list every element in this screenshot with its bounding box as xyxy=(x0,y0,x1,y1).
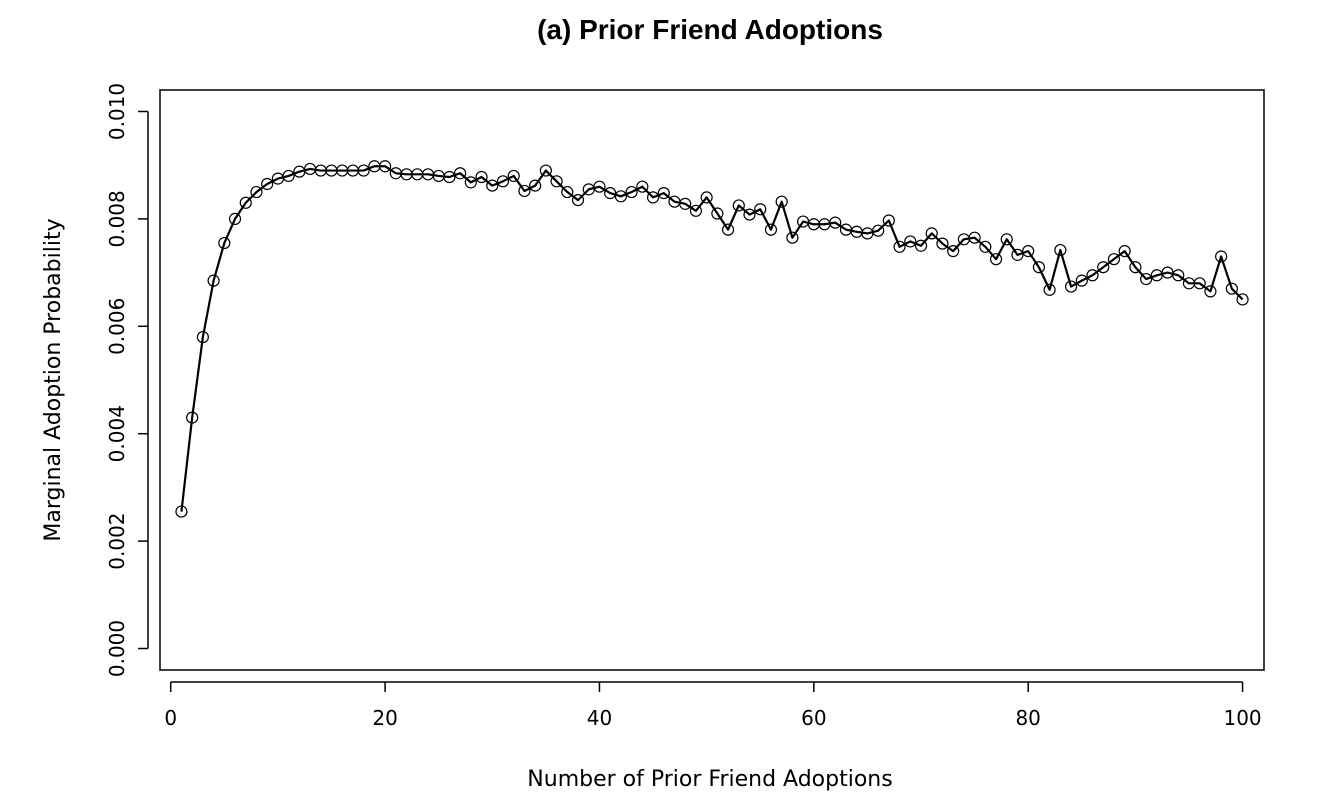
x-tick-label: 60 xyxy=(801,706,826,730)
data-point xyxy=(829,216,842,229)
data-point xyxy=(1193,277,1206,290)
data-point xyxy=(518,184,531,198)
data-point xyxy=(1064,280,1078,293)
data-point xyxy=(1086,269,1099,282)
data-point xyxy=(1236,293,1249,306)
data-point xyxy=(1139,272,1153,286)
data-point xyxy=(186,411,199,424)
data-point xyxy=(893,240,906,253)
data-point xyxy=(1032,261,1046,274)
data-point xyxy=(561,185,574,199)
data-point xyxy=(1204,285,1217,298)
data-point xyxy=(1172,269,1185,282)
data-point xyxy=(646,191,660,204)
data-point xyxy=(732,199,745,212)
data-point xyxy=(1129,261,1142,274)
data-point xyxy=(207,274,220,287)
data-point xyxy=(593,180,606,193)
data-point xyxy=(989,253,1003,266)
data-point xyxy=(239,196,252,209)
data-point xyxy=(529,179,542,192)
y-tick-label: 0.010 xyxy=(105,83,129,140)
data-point xyxy=(1000,233,1013,246)
data-point xyxy=(1043,283,1056,296)
data-point xyxy=(250,185,263,199)
data-point xyxy=(764,223,778,236)
data-point xyxy=(507,169,520,183)
data-point xyxy=(1054,243,1067,257)
data-point xyxy=(539,164,552,177)
x-axis-label: Number of Prior Friend Adoptions xyxy=(527,767,892,792)
data-point xyxy=(872,224,885,237)
y-axis-label: Marginal Adoption Probability xyxy=(41,218,66,541)
data-point xyxy=(496,175,510,188)
series-line-group xyxy=(175,160,1249,518)
data-point xyxy=(721,223,735,236)
data-point xyxy=(218,236,231,250)
data-point xyxy=(1022,245,1035,258)
y-tick-label: 0.008 xyxy=(105,190,129,247)
y-tick-label: 0.006 xyxy=(105,298,129,355)
data-point xyxy=(882,214,895,227)
data-point xyxy=(1011,248,1024,261)
data-point xyxy=(1118,245,1131,258)
data-point xyxy=(925,227,938,240)
data-point xyxy=(711,207,724,220)
data-point xyxy=(486,179,499,192)
data-point xyxy=(614,190,627,203)
data-point xyxy=(743,208,756,221)
y-tick-label: 0.004 xyxy=(105,405,129,462)
data-point xyxy=(282,169,295,183)
data-point xyxy=(196,330,209,344)
y-tick-label: 0.002 xyxy=(105,512,129,569)
y-tick-label: 0.000 xyxy=(105,620,129,677)
data-point xyxy=(679,197,692,210)
data-point xyxy=(700,191,713,204)
data-point xyxy=(689,204,703,217)
data-point xyxy=(550,175,563,188)
x-tick-label: 80 xyxy=(1015,706,1040,730)
x-tick-label: 20 xyxy=(372,706,397,730)
data-point xyxy=(775,195,788,208)
data-point xyxy=(657,187,670,200)
plot-frame xyxy=(159,89,1265,671)
data-point xyxy=(464,176,477,189)
data-point xyxy=(1075,274,1088,287)
x-tick-label: 40 xyxy=(587,706,612,730)
chart-title: (a) Prior Friend Adoptions xyxy=(537,14,883,45)
data-point xyxy=(357,164,370,177)
data-point xyxy=(754,203,767,216)
data-point xyxy=(904,235,917,248)
data-point xyxy=(1097,261,1110,274)
data-point xyxy=(1225,282,1238,295)
data-point xyxy=(604,187,617,200)
x-tick-label: 0 xyxy=(164,706,177,730)
data-point xyxy=(454,167,467,180)
series-line xyxy=(180,165,1244,512)
data-point xyxy=(947,245,960,258)
data-point xyxy=(914,239,928,252)
data-point xyxy=(571,193,585,207)
data-point xyxy=(1107,253,1121,266)
data-point xyxy=(228,212,242,225)
data-point xyxy=(475,170,488,184)
data-point xyxy=(636,180,649,193)
x-axis: 0 20 40 60 80 100 xyxy=(164,681,1262,730)
data-point xyxy=(968,231,981,244)
data-point xyxy=(175,505,188,518)
x-tick-label: 100 xyxy=(1223,706,1261,730)
y-axis: 0.000 0.002 0.004 0.006 0.008 0.010 xyxy=(105,83,149,677)
data-point xyxy=(1215,250,1228,263)
data-point xyxy=(786,231,799,244)
data-point xyxy=(261,177,274,191)
data-point xyxy=(443,170,456,184)
data-point xyxy=(378,160,392,173)
data-point xyxy=(625,185,638,199)
data-point xyxy=(979,240,992,253)
data-point xyxy=(936,237,949,250)
